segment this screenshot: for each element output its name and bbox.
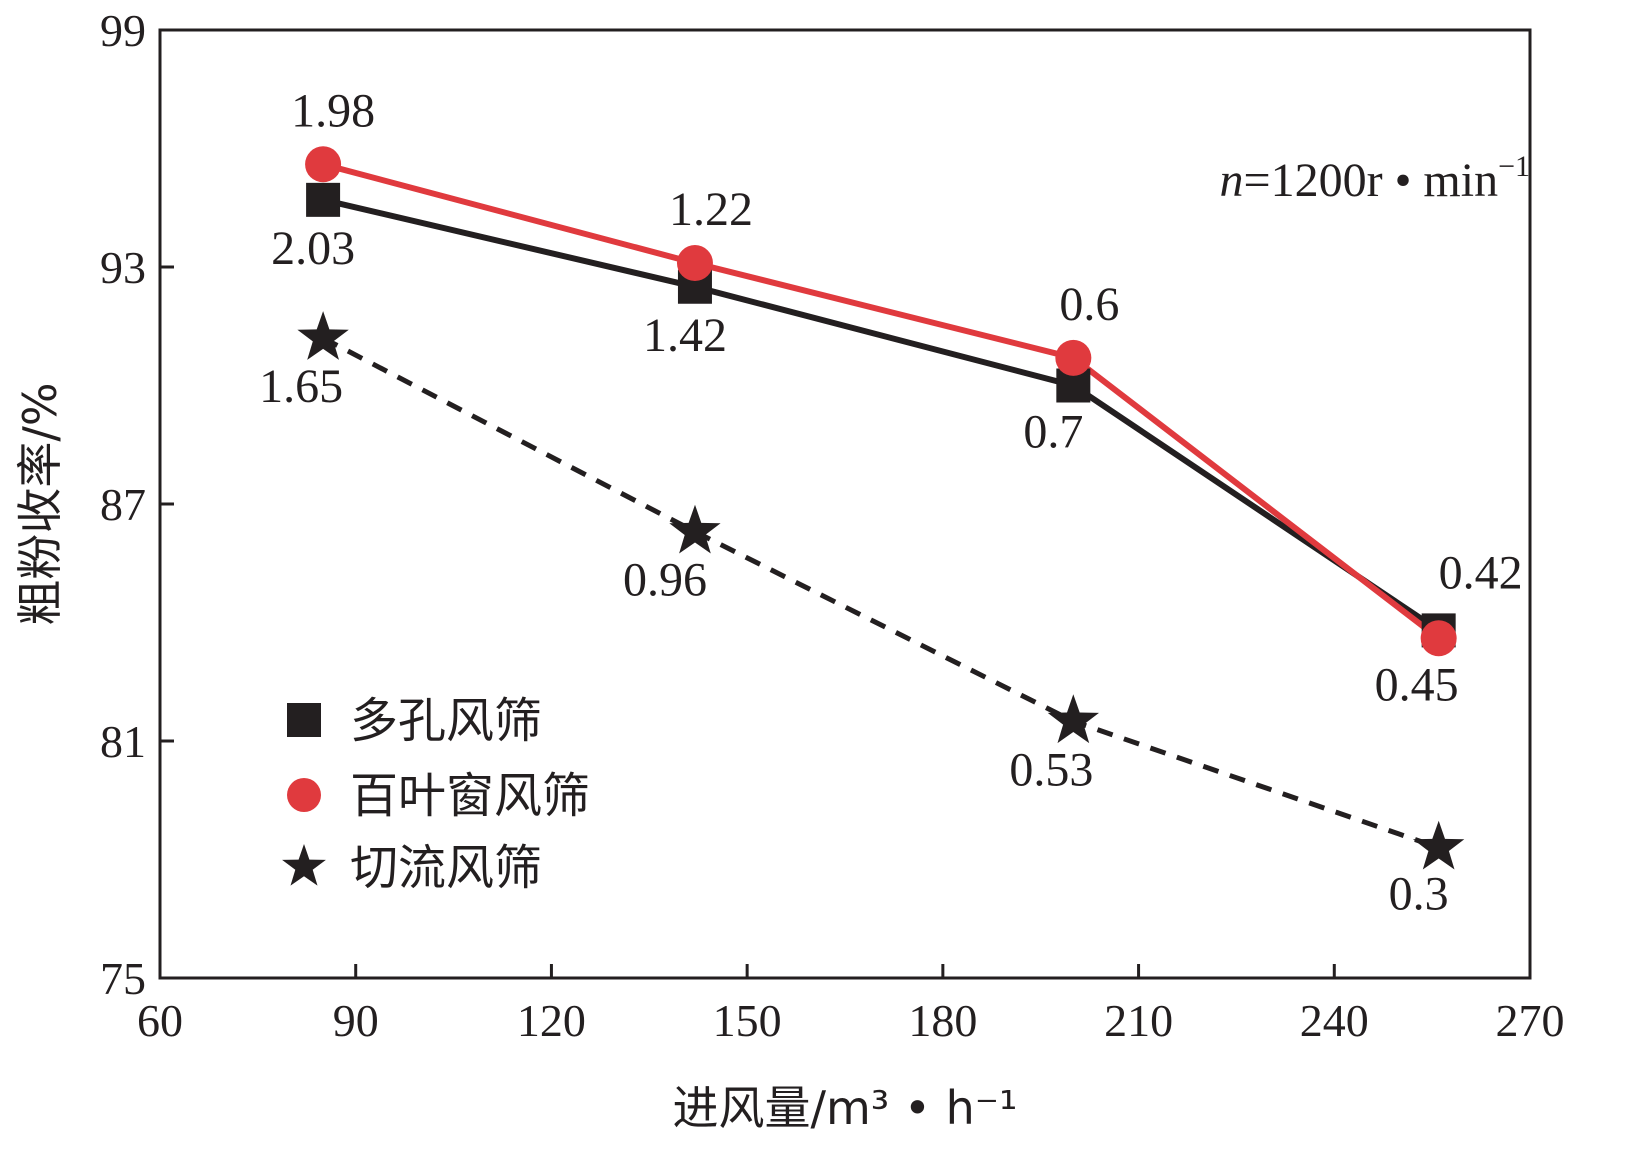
data-point [1413, 820, 1465, 870]
data-label: 1.22 [669, 183, 753, 236]
data-label: 1.42 [643, 309, 727, 362]
data-point [306, 182, 341, 217]
data-label: 0.53 [1009, 743, 1093, 796]
data-label: 0.3 [1389, 868, 1449, 921]
data-label: 0.96 [623, 554, 707, 607]
data-point [297, 311, 349, 360]
x-axis-title: 进风量/m³ • h⁻¹ [673, 1081, 1018, 1135]
legend-marker [287, 778, 321, 812]
series-line [322, 196, 1441, 633]
data-point [1055, 339, 1092, 376]
y-axis-ticks: 75 81 87 93 99 [100, 5, 174, 1004]
data-label: 2.03 [271, 222, 355, 275]
y-tick-label: 75 [100, 953, 146, 1004]
data-point [669, 504, 721, 554]
data-label: 0.45 [1375, 658, 1459, 711]
data-point [676, 245, 713, 282]
annotation-superscript: −1 [1498, 150, 1530, 183]
data-point [1047, 694, 1099, 744]
data-label: 1.65 [259, 360, 343, 413]
x-tick-label: 60 [137, 995, 183, 1046]
x-tick-label: 90 [333, 995, 379, 1046]
x-tick-label: 120 [517, 995, 586, 1046]
legend-label: 多孔风筛 [350, 693, 542, 749]
x-tick-label: 210 [1104, 995, 1173, 1046]
series-lines [321, 161, 1441, 851]
data-point [305, 146, 342, 183]
x-tick-label: 270 [1496, 995, 1565, 1046]
data-label: 0.42 [1439, 546, 1523, 599]
x-tick-label: 180 [908, 995, 977, 1046]
x-tick-label: 240 [1300, 995, 1369, 1046]
legend-label: 百叶窗风筛 [350, 768, 590, 824]
data-label: 0.7 [1023, 406, 1083, 459]
data-point [1420, 620, 1457, 657]
legend-label: 切流风筛 [350, 840, 542, 896]
y-tick-label: 99 [100, 5, 146, 56]
series-markers [297, 146, 1465, 870]
data-label: 1.98 [291, 84, 375, 137]
y-tick-label: 93 [100, 242, 146, 293]
speed-annotation: n=1200r • min−1 [1220, 150, 1530, 207]
annotation-text: =1200r • min [1244, 154, 1499, 207]
y-tick-label: 81 [100, 716, 146, 767]
series-line [322, 161, 1441, 641]
legend-marker [282, 844, 326, 886]
x-axis-ticks: 60 90 120 150 180 210 240 270 [137, 964, 1565, 1046]
x-tick-label: 150 [713, 995, 782, 1046]
y-tick-label: 87 [100, 479, 146, 530]
annotation-variable: n [1220, 154, 1244, 207]
data-label: 0.6 [1059, 278, 1119, 331]
data-labels: 2.03 1.42 0.7 0.42 1.98 1.22 0.6 0.45 1.65 0.96 0.… [259, 84, 1523, 920]
y-axis-title: 粗粉收率/% [13, 382, 67, 625]
series-line [321, 335, 1440, 851]
legend-marker [287, 703, 321, 737]
